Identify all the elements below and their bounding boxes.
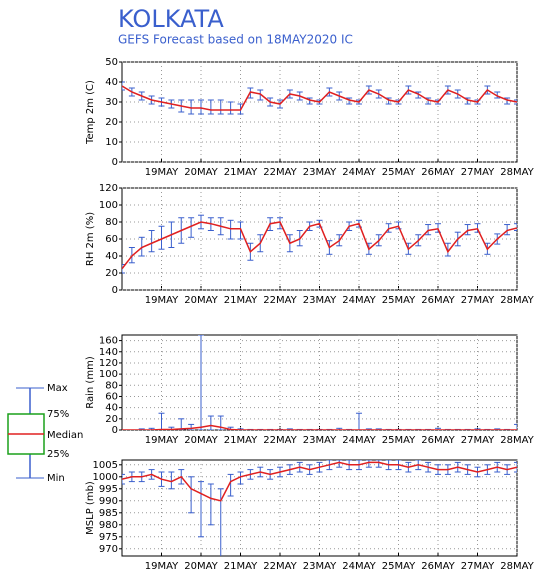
- key-label: Median: [47, 430, 83, 441]
- y-tick-label: 120: [99, 358, 118, 369]
- x-tick-label: 26MAY: [421, 167, 455, 178]
- x-tick-label: 26MAY: [421, 435, 455, 446]
- y-tick-label: 980: [99, 520, 118, 531]
- y-tick-label: 50: [105, 57, 118, 68]
- x-tick-label: 27MAY: [461, 167, 495, 178]
- series: [122, 81, 517, 115]
- x-tick-label: 19MAY: [145, 435, 179, 446]
- key-label: 25%: [47, 449, 69, 460]
- x-tick-label: 22MAY: [263, 435, 297, 446]
- x-tick-label: 25MAY: [382, 295, 416, 306]
- x-tick-label: 27MAY: [461, 295, 495, 306]
- key-label: 75%: [47, 409, 69, 420]
- y-tick-label: 80: [105, 217, 118, 228]
- x-tick-label: 28MAY: [500, 167, 534, 178]
- series: [122, 335, 517, 430]
- y-axis-label: MSLP (mb): [85, 481, 96, 535]
- x-tick-label: 22MAY: [263, 561, 297, 572]
- y-tick-label: 0: [112, 157, 118, 168]
- x-tick-label: 25MAY: [382, 167, 416, 178]
- x-tick-label: 26MAY: [421, 295, 455, 306]
- x-tick-label: 19MAY: [145, 295, 179, 306]
- y-axis-label: RH 2m (%): [85, 212, 96, 266]
- x-tick-label: 20MAY: [184, 435, 218, 446]
- x-tick-label: 22MAY: [263, 295, 297, 306]
- x-tick-label: 24MAY: [342, 167, 376, 178]
- series: [122, 214, 517, 274]
- y-tick-label: 100: [99, 369, 118, 380]
- y-tick-label: 40: [105, 77, 118, 88]
- x-tick-label: 26MAY: [421, 561, 455, 572]
- y-tick-label: 20: [105, 268, 118, 279]
- y-tick-label: 1005: [93, 460, 118, 471]
- y-axis-label: Rain (mm): [85, 356, 96, 409]
- y-tick-label: 60: [105, 234, 118, 245]
- x-tick-label: 20MAY: [184, 167, 218, 178]
- x-tick-label: 20MAY: [184, 295, 218, 306]
- y-tick-label: 10: [105, 137, 118, 148]
- plot-area: [121, 334, 518, 431]
- x-tick-label: 19MAY: [145, 561, 179, 572]
- y-tick-label: 80: [105, 380, 118, 391]
- y-tick-label: 20: [105, 117, 118, 128]
- y-tick-label: 60: [105, 391, 118, 402]
- x-tick-label: 20MAY: [184, 561, 218, 572]
- key-label: Min: [47, 473, 65, 484]
- y-tick-label: 0: [112, 285, 118, 296]
- y-tick-label: 40: [105, 403, 118, 414]
- x-tick-label: 21MAY: [224, 561, 258, 572]
- y-tick-label: 970: [99, 544, 118, 555]
- x-tick-label: 23MAY: [303, 561, 337, 572]
- x-tick-label: 27MAY: [461, 561, 495, 572]
- y-tick-label: 160: [99, 336, 118, 347]
- median-line: [122, 85, 517, 111]
- y-tick-label: 20: [105, 414, 118, 425]
- y-tick-label: 995: [99, 484, 118, 495]
- x-tick-label: 21MAY: [224, 295, 258, 306]
- x-tick-label: 23MAY: [303, 435, 337, 446]
- y-tick-label: 120: [99, 183, 118, 194]
- x-tick-label: 25MAY: [382, 435, 416, 446]
- x-tick-label: 22MAY: [263, 167, 297, 178]
- y-tick-label: 140: [99, 347, 118, 358]
- subtitle: GEFS Forecast based on 18MAY2020 IC: [118, 33, 353, 47]
- y-tick-label: 100: [99, 200, 118, 211]
- y-tick-label: 1000: [93, 472, 118, 483]
- x-tick-label: 25MAY: [382, 561, 416, 572]
- series: [122, 460, 517, 556]
- y-tick-label: 30: [105, 97, 118, 108]
- x-tick-label: 28MAY: [500, 435, 534, 446]
- median-line: [122, 461, 517, 502]
- key-label: Max: [47, 383, 68, 394]
- x-tick-label: 24MAY: [342, 435, 376, 446]
- y-axis-label: Temp 2m (C): [85, 80, 96, 145]
- x-tick-label: 21MAY: [224, 435, 258, 446]
- median-line: [122, 221, 517, 270]
- y-tick-label: 975: [99, 532, 118, 543]
- x-tick-label: 19MAY: [145, 167, 179, 178]
- x-tick-label: 27MAY: [461, 435, 495, 446]
- x-tick-label: 21MAY: [224, 167, 258, 178]
- legend-key: Max 75% Median 25% Min: [7, 383, 83, 484]
- x-tick-label: 28MAY: [500, 561, 534, 572]
- y-tick-label: 40: [105, 251, 118, 262]
- x-tick-label: 23MAY: [303, 295, 337, 306]
- x-tick-label: 23MAY: [303, 167, 337, 178]
- title: KOLKATA: [118, 5, 224, 33]
- x-tick-label: 24MAY: [342, 561, 376, 572]
- x-tick-label: 24MAY: [342, 295, 376, 306]
- y-tick-label: 985: [99, 508, 118, 519]
- x-tick-label: 28MAY: [500, 295, 534, 306]
- y-tick-label: 0: [112, 425, 118, 436]
- median-line: [122, 424, 517, 430]
- y-tick-label: 990: [99, 496, 118, 507]
